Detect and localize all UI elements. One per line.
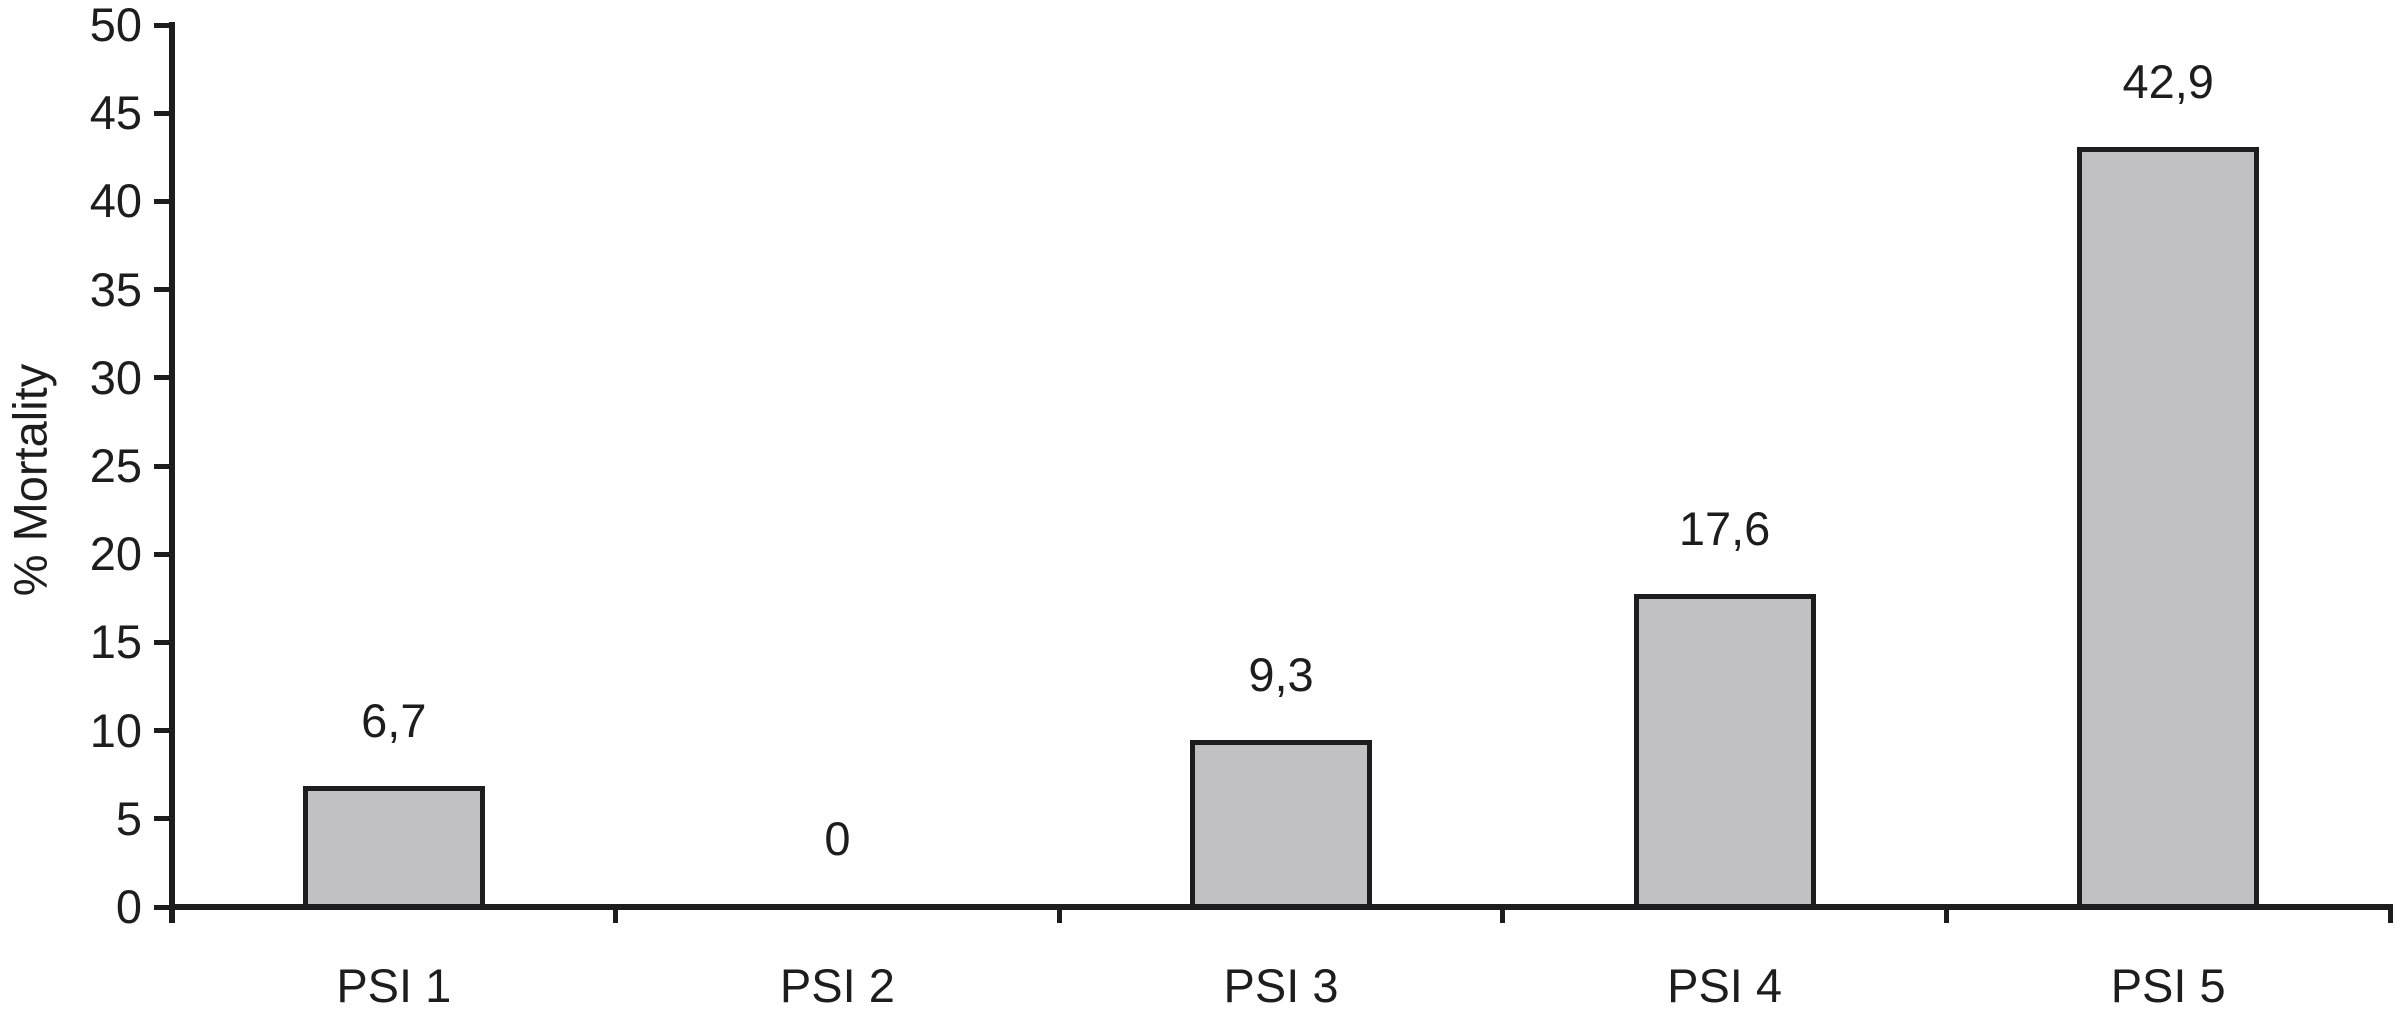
y-axis-tick <box>154 904 172 910</box>
category-label-psi-5: PSI 5 <box>2110 959 2226 1012</box>
y-axis-tick-label: 30 <box>89 350 142 404</box>
bar-psi-1 <box>302 785 485 904</box>
category-label-psi-4: PSI 4 <box>1667 959 1783 1012</box>
value-label-psi-4: 17,6 <box>1678 501 1771 555</box>
value-label-psi-2: 0 <box>824 812 851 865</box>
y-axis-tick <box>154 375 172 381</box>
x-axis-tick <box>1943 904 1949 923</box>
x-axis-tick <box>613 904 619 923</box>
value-label-psi-5: 42,9 <box>2122 55 2214 109</box>
y-axis-tick-label: 5 <box>115 791 142 845</box>
y-axis-tick <box>154 639 172 645</box>
y-axis-tick-label: 35 <box>89 262 142 316</box>
y-axis-tick <box>154 816 172 822</box>
x-axis-tick <box>1500 904 1506 923</box>
y-axis-tick <box>154 198 172 204</box>
bar-psi-4 <box>1633 593 1816 904</box>
y-axis-line <box>169 22 175 923</box>
y-axis-tick-label: 15 <box>89 615 142 669</box>
y-axis-tick <box>154 551 172 557</box>
y-axis-tick-label: 0 <box>115 880 142 933</box>
x-axis-line <box>169 904 2393 910</box>
y-axis-tick <box>154 287 172 293</box>
y-axis-tick <box>154 110 172 116</box>
y-axis-tick <box>154 463 172 469</box>
y-axis-tick-label: 50 <box>89 0 142 51</box>
value-label-psi-1: 6,7 <box>361 693 427 747</box>
bar-psi-5 <box>2077 147 2260 904</box>
category-label-psi-3: PSI 3 <box>1223 959 1339 1012</box>
y-axis-tick <box>154 728 172 734</box>
x-axis-tick <box>1056 904 1062 923</box>
y-axis-tick-label: 45 <box>89 86 142 140</box>
category-label-psi-1: PSI 1 <box>336 959 452 1012</box>
y-axis-tick-label: 25 <box>89 439 142 492</box>
category-label-psi-2: PSI 2 <box>779 959 895 1012</box>
y-axis-tick <box>154 22 172 28</box>
bar-psi-3 <box>1190 739 1372 904</box>
y-axis-tick-label: 10 <box>89 703 142 757</box>
value-label-psi-3: 9,3 <box>1248 647 1314 701</box>
x-axis-tick <box>2387 904 2393 923</box>
y-axis-tick-label: 20 <box>89 527 142 581</box>
y-axis-tick-label: 40 <box>89 174 142 228</box>
